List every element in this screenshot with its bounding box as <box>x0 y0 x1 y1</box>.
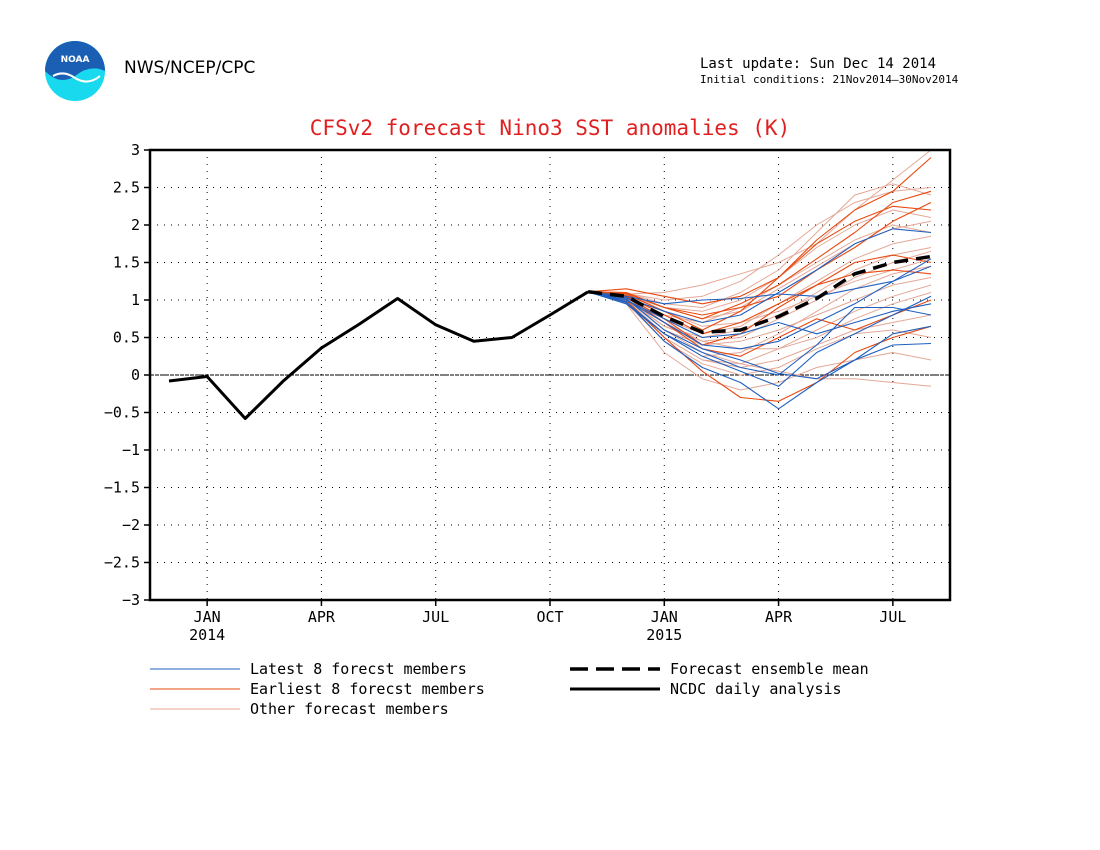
y-tick-label: 1 <box>131 291 140 309</box>
earliest-member-line <box>588 202 932 316</box>
organization-label: NWS/NCEP/CPC <box>124 58 256 78</box>
legend-label-analysis: NCDC daily analysis <box>670 680 842 698</box>
y-tick-label: 3 <box>131 141 140 159</box>
noaa-logo: NOAA <box>45 41 105 101</box>
latest-member-line <box>588 228 932 324</box>
last-update-label: Last update: Sun Dec 14 2014 <box>700 56 937 72</box>
y-tick-label: 1.5 <box>113 254 140 272</box>
y-tick-label: −2.5 <box>104 554 140 572</box>
other-member-line <box>587 291 932 391</box>
main-lines-layer <box>168 254 932 420</box>
other-member-line <box>588 235 932 335</box>
other-members-layer <box>587 149 932 391</box>
x-tick-label: JAN <box>651 608 678 626</box>
other-member-line <box>588 187 932 301</box>
axes-layer: 32.521.510.50−0.5−1−1.5−2−2.5−3JAN2014AP… <box>104 141 952 644</box>
latest-member-line <box>588 291 932 380</box>
earliest-member-line <box>588 205 932 331</box>
x-tick-year-label: 2014 <box>189 626 225 644</box>
x-tick-label: JUL <box>879 608 906 626</box>
x-tick-label: APR <box>765 608 793 626</box>
earliest-member-line <box>588 157 932 305</box>
y-tick-label: −1 <box>122 441 140 459</box>
other-member-line <box>588 183 932 308</box>
y-tick-label: −2 <box>122 516 140 534</box>
latest-member-line <box>587 291 932 387</box>
earliest-member-line <box>588 269 932 335</box>
chart-title: CFSv2 forecast Nino3 SST anomalies (K) <box>310 116 790 140</box>
earliest-member-line <box>588 254 932 346</box>
y-tick-label: 2 <box>131 216 140 234</box>
legend-label-latest: Latest 8 forecst members <box>250 660 467 678</box>
other-member-line <box>588 291 932 350</box>
other-member-line <box>588 149 932 295</box>
legend: Latest 8 forecst members Earliest 8 forec… <box>150 660 869 718</box>
plot-frame <box>148 148 952 602</box>
legend-label-other: Other forecast members <box>250 700 449 718</box>
latest-member-line <box>587 291 932 339</box>
latest-members-layer <box>587 228 932 410</box>
x-tick-label: JUL <box>422 608 449 626</box>
y-tick-label: −1.5 <box>104 479 140 497</box>
logo-text: NOAA <box>61 55 90 65</box>
legend-label-earliest: Earliest 8 forecst members <box>250 680 485 698</box>
y-tick-label: −3 <box>122 591 140 609</box>
x-tick-label: OCT <box>536 608 563 626</box>
y-tick-label: 0 <box>131 366 140 384</box>
legend-label-mean: Forecast ensemble mean <box>670 660 869 678</box>
x-tick-year-label: 2015 <box>646 626 682 644</box>
y-tick-label: 2.5 <box>113 179 140 197</box>
latest-member-line <box>587 291 932 376</box>
other-member-line <box>587 265 932 357</box>
latest-member-line <box>587 258 932 350</box>
x-tick-label: JAN <box>194 608 221 626</box>
ensemble-mean-line <box>587 254 932 335</box>
analysis-line <box>168 290 589 420</box>
initial-conditions-label: Initial conditions: 21Nov2014–30Nov2014 <box>700 73 959 86</box>
latest-member-line <box>587 291 932 410</box>
latest-member-line <box>588 265 932 305</box>
x-tick-label: APR <box>308 608 336 626</box>
y-tick-label: 0.5 <box>113 329 140 347</box>
y-tick-label: −0.5 <box>104 404 140 422</box>
